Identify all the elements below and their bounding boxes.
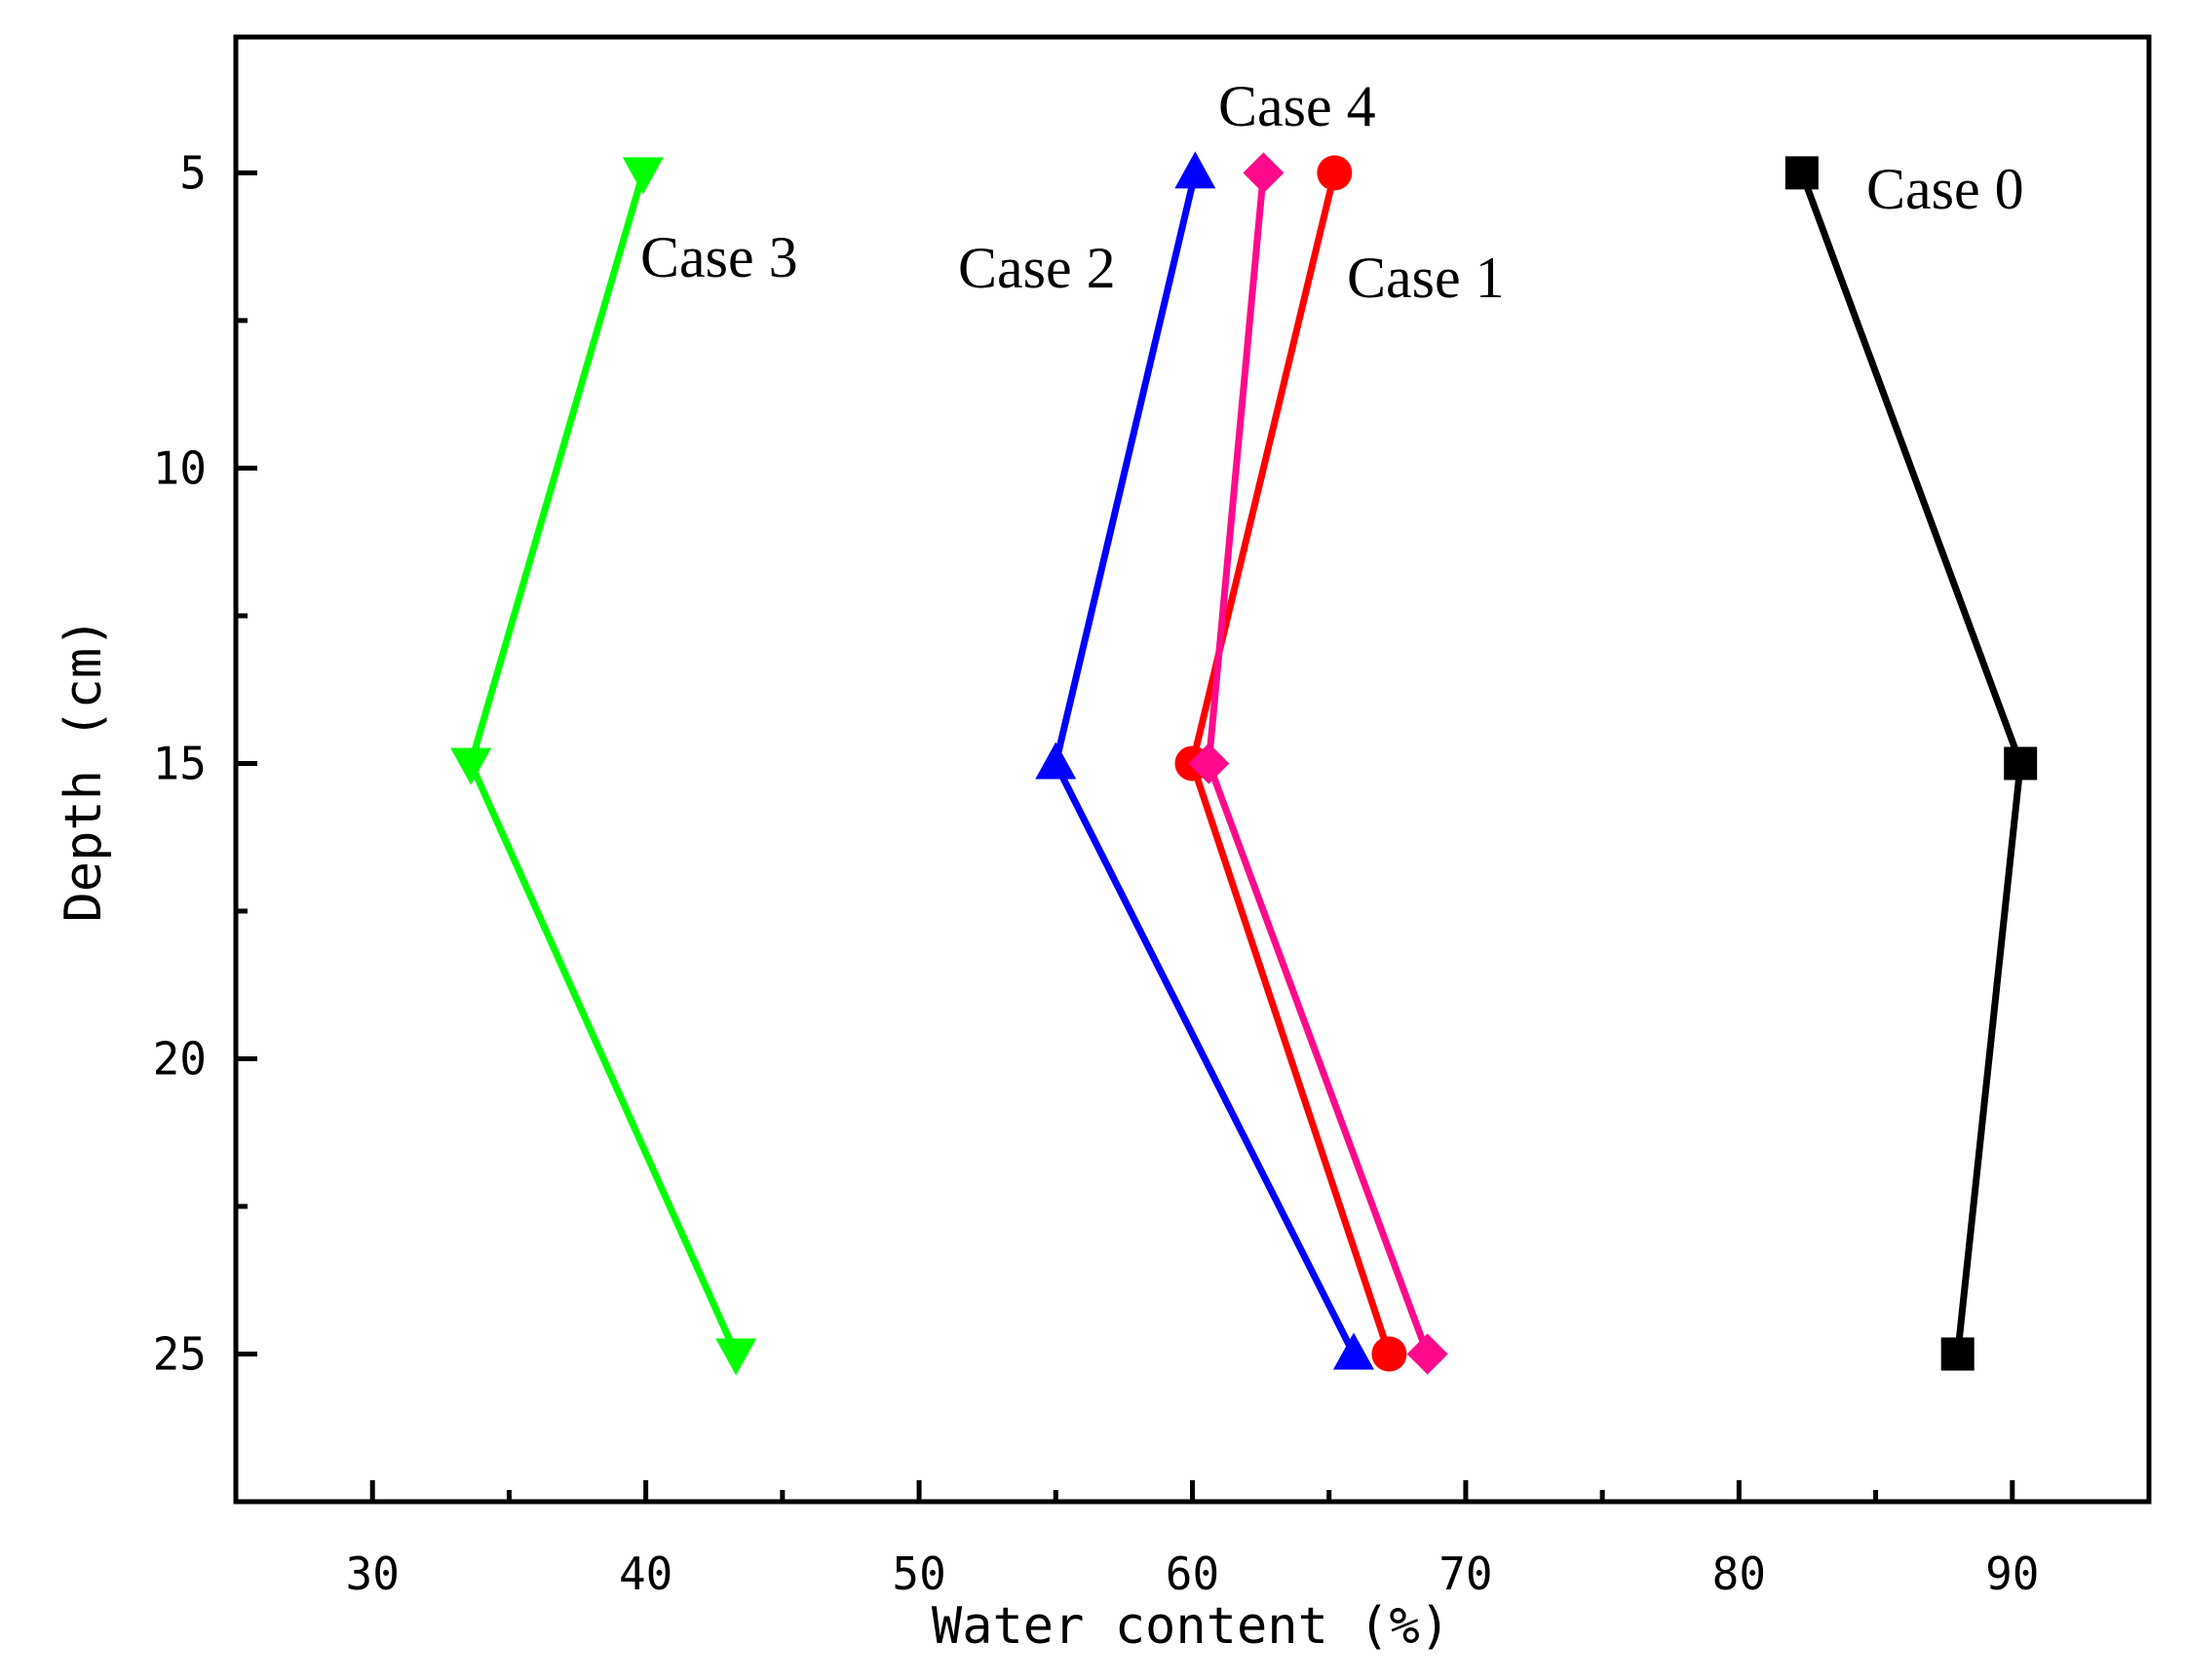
data-point-case-0 — [2004, 746, 2038, 781]
y-tick-label: 25 — [153, 1327, 207, 1380]
x-axis-title: Water content (%) — [932, 1597, 1450, 1656]
x-tick-label: 60 — [1166, 1547, 1219, 1600]
y-tick-label: 10 — [153, 441, 207, 494]
series-layer — [450, 151, 2038, 1376]
series-label-case-4: Case 4 — [1218, 74, 1376, 138]
x-tick-label: 90 — [1985, 1547, 2039, 1600]
x-tick-label: 40 — [619, 1547, 672, 1600]
data-point-case-4 — [1243, 152, 1285, 194]
x-axis: 30 40 50 60 70 80 90 — [346, 1480, 2039, 1600]
data-point-case-3 — [450, 747, 492, 785]
series-line-case-3 — [467, 172, 740, 1355]
y-tick-label: 5 — [179, 146, 207, 199]
data-point-case-2 — [1332, 1332, 1374, 1370]
data-point-case-4 — [1188, 743, 1230, 784]
x-tick-label: 30 — [346, 1547, 400, 1600]
data-point-case-2 — [1035, 742, 1077, 780]
data-point-case-0 — [1940, 1337, 1975, 1371]
x-tick-label: 80 — [1712, 1547, 1766, 1600]
series-line-case-0 — [1798, 172, 2024, 1355]
data-point-case-2 — [1174, 151, 1216, 189]
y-axis-title: Depth (cm) — [55, 617, 113, 922]
data-point-case-3 — [622, 157, 664, 195]
y-tick-label: 20 — [153, 1032, 207, 1085]
data-point-case-1 — [1371, 1336, 1407, 1372]
x-tick-label: 50 — [892, 1547, 945, 1600]
y-tick-label: 15 — [153, 737, 207, 789]
series-line-case-4 — [1205, 172, 1431, 1355]
y-axis: 5 10 15 20 25 — [153, 146, 257, 1380]
data-point-case-1 — [1317, 155, 1353, 191]
x-tick-label: 70 — [1438, 1547, 1492, 1600]
series-label-case-1: Case 1 — [1347, 246, 1505, 310]
data-point-case-0 — [1784, 156, 1819, 190]
series-label-case-0: Case 0 — [1866, 157, 2024, 221]
data-point-case-4 — [1406, 1333, 1448, 1375]
series-label-case-2: Case 2 — [958, 236, 1116, 300]
series-label-case-3: Case 3 — [640, 225, 798, 289]
data-point-case-3 — [715, 1338, 757, 1376]
